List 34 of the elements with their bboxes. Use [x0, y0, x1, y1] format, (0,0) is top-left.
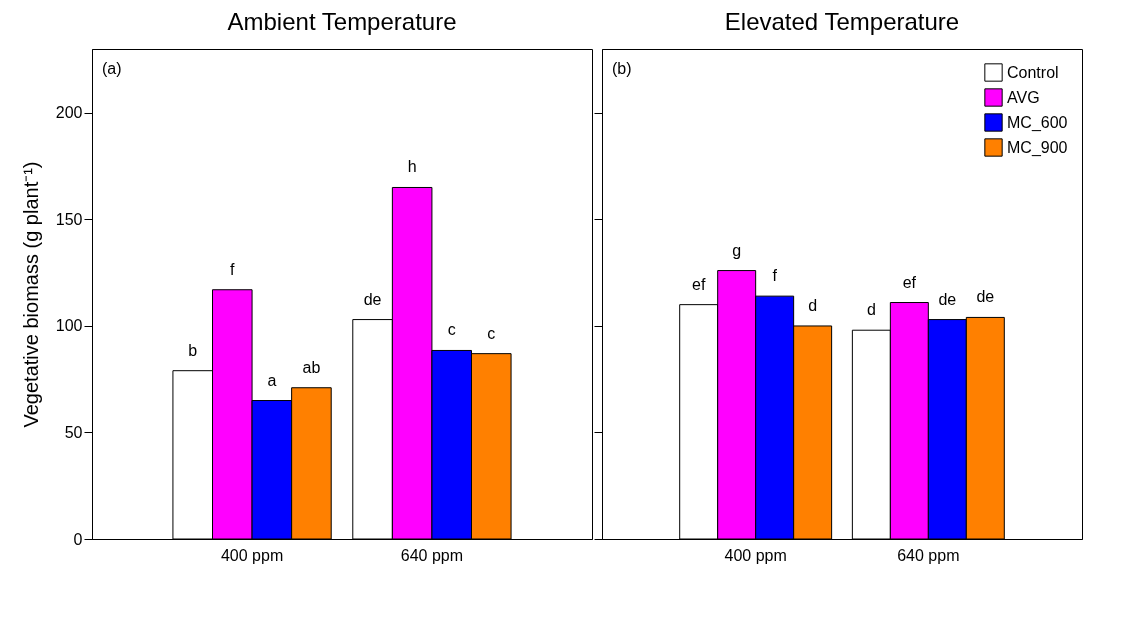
- data-label: ef: [902, 273, 917, 291]
- y-tick-label: 100: [55, 317, 83, 335]
- legend-label: AVG: [1007, 88, 1040, 106]
- annotation: (a): [102, 60, 122, 77]
- x-tick-label: 400 ppm: [724, 546, 787, 564]
- data-label: c: [447, 321, 456, 339]
- data-label: d: [808, 296, 818, 314]
- data-label: ab: [302, 358, 321, 376]
- x-tick-label: 400 ppm: [220, 546, 284, 564]
- data-label: de: [363, 290, 382, 308]
- y-tick-label: 50: [64, 423, 83, 441]
- data-label: f: [230, 260, 236, 278]
- data-label: g: [732, 241, 742, 259]
- data-label: b: [188, 341, 198, 359]
- legend-label: MC_600: [1007, 113, 1068, 132]
- data-label: f: [772, 267, 778, 285]
- data-label: c: [487, 324, 496, 342]
- chart-title: Elevated Temperature: [724, 8, 960, 35]
- data-label: d: [866, 301, 876, 319]
- x-tick-label: 640 ppm: [897, 546, 960, 564]
- chart-title: Ambient Temperature: [227, 8, 457, 35]
- legend-label: MC_900: [1007, 138, 1068, 157]
- legend-label: Control: [1007, 63, 1059, 81]
- annotation: (b): [612, 60, 632, 77]
- data-label: h: [407, 158, 417, 176]
- y-axis-title: Vegetative biomass (g plant⁻¹): [19, 161, 42, 428]
- data-label: a: [267, 371, 277, 389]
- y-tick-label: 0: [73, 530, 83, 548]
- data-label: de: [976, 288, 995, 306]
- y-tick-label: 150: [55, 210, 83, 228]
- x-tick-label: 640 ppm: [400, 546, 464, 564]
- data-label: de: [938, 290, 957, 308]
- data-label: ef: [692, 275, 706, 293]
- y-tick-label: 200: [55, 104, 83, 122]
